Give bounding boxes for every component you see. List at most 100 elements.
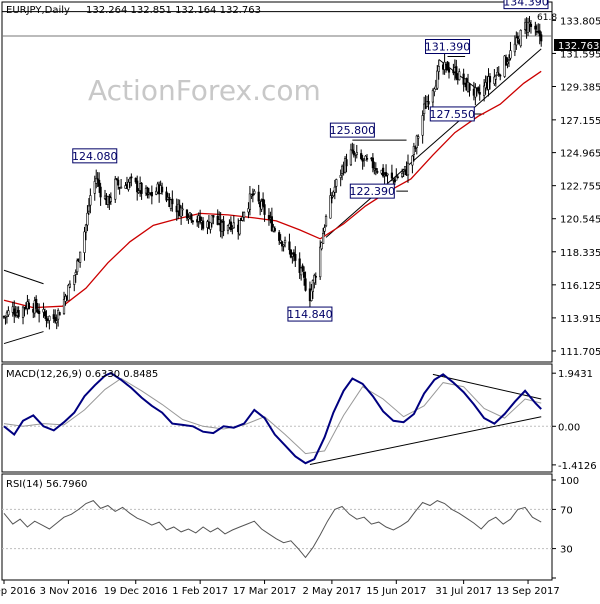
candle: [191, 219, 194, 225]
candle-body: [329, 195, 332, 219]
candle: [301, 263, 304, 272]
candle: [117, 176, 120, 190]
price-annotation: 134.390: [503, 0, 549, 10]
candle: [137, 188, 140, 195]
candle: [76, 258, 79, 276]
candle-body: [513, 43, 516, 53]
candle: [136, 175, 139, 201]
candle-body: [333, 186, 336, 193]
candle-body: [395, 176, 398, 181]
candle-body: [436, 70, 439, 89]
candle: [433, 87, 436, 97]
candle: [261, 192, 265, 208]
candle: [493, 69, 496, 86]
candle: [329, 188, 332, 219]
rsi-y-tick-label: 70: [560, 505, 573, 516]
candle: [140, 182, 143, 200]
candle-body: [324, 215, 328, 227]
price-annotation: 125.800: [330, 122, 375, 138]
candle-body: [187, 217, 190, 220]
oscillator-layer: [3, 371, 542, 559]
candle: [427, 94, 430, 110]
candle-body: [146, 187, 149, 196]
candle: [120, 178, 123, 189]
candle: [528, 16, 531, 32]
candle-body: [390, 172, 394, 179]
candle-body: [332, 191, 335, 196]
price-y-tick-label: 116.125: [560, 281, 600, 292]
candle: [251, 188, 254, 203]
grid-layer: [2, 11, 552, 550]
candle: [421, 110, 424, 144]
candle-body: [330, 197, 333, 199]
fib-label: 61.8: [537, 13, 557, 23]
candle-body: [83, 231, 86, 253]
candle-body: [289, 249, 293, 258]
candle-body: [171, 198, 174, 205]
candle: [89, 188, 92, 214]
candle: [64, 293, 67, 306]
candle-body: [226, 225, 230, 231]
price-y-tick-label: 111.705: [560, 347, 600, 358]
rsi-label: RSI(14) 56.7960: [6, 479, 87, 490]
candle-body: [84, 224, 88, 233]
candle: [304, 271, 307, 292]
candle: [38, 303, 41, 323]
candle: [314, 272, 317, 285]
candle: [96, 172, 99, 187]
candle-body: [253, 190, 256, 194]
x-tick-label: 31 Jul 2017: [435, 586, 492, 597]
candle-body: [64, 296, 67, 302]
candle: [458, 68, 461, 81]
macd-pane-frame: [1, 363, 553, 473]
candle: [248, 185, 252, 216]
candle-body: [42, 309, 45, 313]
annotation-layer: 124.080 114.840 125.800 122.390 131.390 127.5…: [72, 0, 549, 322]
candle: [478, 84, 481, 101]
candle-body: [493, 76, 496, 85]
price-annotation: 127.550: [429, 106, 475, 122]
candle-body: [79, 251, 82, 263]
candle-body: [209, 221, 212, 230]
candle: [169, 199, 172, 212]
candle-body: [109, 197, 112, 202]
candle: [201, 217, 205, 231]
candle-body: [270, 216, 273, 232]
macd-y-tick-label: -1.4126: [558, 461, 597, 472]
candle: [414, 145, 417, 152]
x-tick-label: 2 May 2017: [302, 586, 361, 597]
candle: [488, 73, 492, 90]
candle: [538, 23, 541, 45]
candle-body: [294, 253, 297, 261]
candle-body: [320, 242, 323, 250]
candle: [526, 17, 530, 36]
candle-body: [443, 61, 446, 70]
candle: [360, 149, 363, 161]
candle: [127, 179, 130, 192]
candle-body: [349, 149, 353, 166]
candle: [263, 199, 266, 222]
candle: [27, 298, 30, 310]
candle-body: [361, 158, 364, 162]
candle-body: [155, 190, 158, 195]
candle: [74, 269, 77, 283]
candle: [352, 143, 355, 158]
candle: [232, 215, 235, 229]
candle-body: [310, 289, 313, 301]
candle: [84, 223, 88, 241]
candle: [333, 179, 336, 200]
candle-body: [427, 101, 430, 105]
candle: [446, 61, 449, 71]
watermark: ActionForex.com: [88, 74, 321, 107]
candle-body: [89, 195, 92, 206]
x-tick-label: 20 Sep 2016: [0, 586, 36, 597]
annotation-box: [429, 106, 475, 122]
candle: [499, 73, 502, 81]
candle-body: [165, 191, 168, 201]
candle: [289, 249, 293, 259]
candle-body: [114, 178, 117, 200]
candle: [283, 236, 287, 248]
rsi-y-tick-label: 30: [560, 545, 573, 556]
candle-body: [76, 260, 79, 273]
